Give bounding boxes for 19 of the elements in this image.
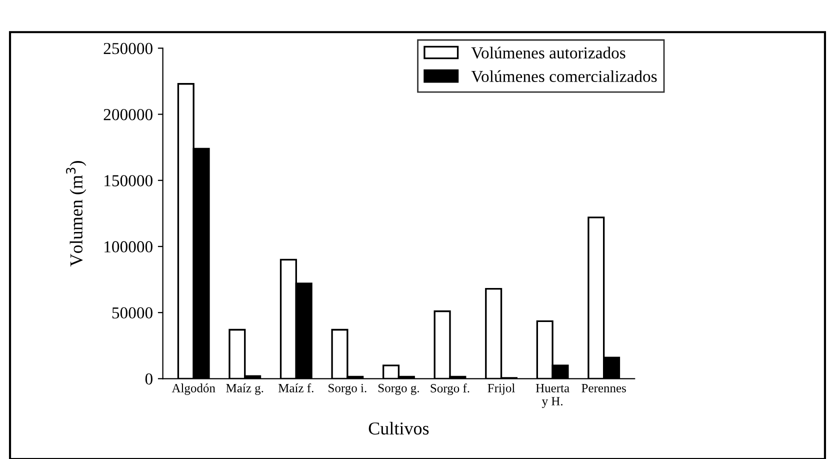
x-tick-label: Sorgo g. (378, 384, 419, 395)
y-axis-title: Volumen (m$^{3}$) (66, 161, 86, 266)
legend-label: Volúmenes autorizados (471, 46, 626, 59)
y-tick-label: 200000 (104, 108, 152, 120)
y-tick-label: 0 (145, 373, 152, 385)
x-tick-label: Maíz f. (278, 383, 314, 392)
x-tick-label: Huerta y H. (536, 384, 570, 408)
y-tick-label: 50000 (112, 307, 152, 319)
y-tick-label: 100000 (104, 241, 152, 252)
x-tick-label: Maíz g. (226, 384, 264, 395)
x-axis-title: Cultivos (368, 422, 429, 435)
x-tick-label: Perennes (582, 384, 626, 392)
x-tick-label: Sorgo i. (328, 384, 366, 395)
x-tick-label: Algodón (172, 384, 216, 395)
x-tick-label: Frijol (488, 384, 515, 395)
x-tick-label: Sorgo f. (430, 384, 470, 396)
y-tick-label: 150000 (104, 175, 152, 186)
legend-label: Volúmenes comercializados (471, 70, 657, 82)
y-tick-label: 250000 (104, 42, 152, 54)
